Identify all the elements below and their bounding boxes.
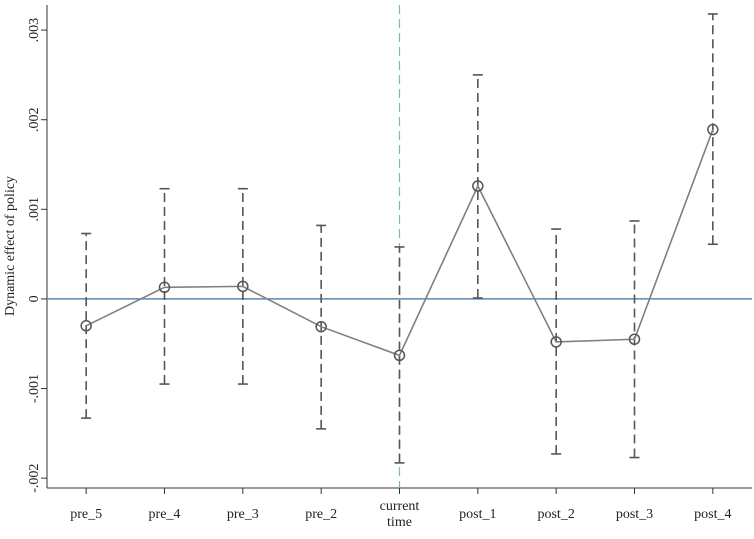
point [707, 123, 719, 136]
x-tick-label: post_4 [694, 507, 731, 522]
y-tick-label: -.001 [27, 374, 42, 403]
x-tick-label: pre_5 [70, 507, 102, 522]
x-tick-label: post_1 [459, 507, 496, 522]
point [158, 281, 171, 294]
point [550, 336, 562, 348]
y-axis-label: Dynamic effect of policy [3, 176, 18, 316]
y-tick-label: 0 [27, 295, 42, 302]
point [315, 320, 327, 333]
y-tick-label: -.002 [27, 464, 42, 493]
y-tick-label: .002 [27, 107, 42, 131]
point [237, 280, 249, 293]
x-tick-label: pre_2 [305, 507, 337, 522]
x-tick-label: post_2 [537, 507, 574, 522]
x-tick-label: pre_4 [149, 507, 181, 522]
point [628, 333, 641, 345]
point [472, 180, 484, 192]
x-tick-label: current time [380, 499, 420, 530]
x-tick-label: pre_3 [227, 507, 259, 522]
y-tick-label: .003 [27, 18, 42, 43]
point [80, 320, 92, 332]
line [85, 129, 714, 357]
x-tick-label: post_3 [616, 507, 653, 522]
point [393, 349, 406, 362]
y-tick-label: .001 [27, 197, 42, 222]
